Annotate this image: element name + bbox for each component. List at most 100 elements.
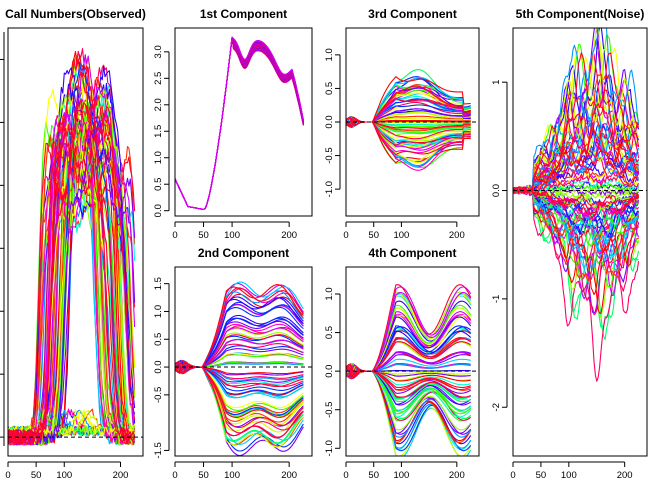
series-line xyxy=(513,187,640,296)
series-line xyxy=(175,36,304,210)
series-line xyxy=(175,36,304,210)
series-line xyxy=(175,36,304,210)
x-tick-label: 100 xyxy=(224,470,240,480)
x-tick-label: 50 xyxy=(368,230,379,241)
x-tick-label: 0 xyxy=(172,230,177,241)
panel-call-numbers-observed: Call Numbers(Observed) 0 50 100 200 xyxy=(0,7,146,480)
series-line xyxy=(175,36,304,210)
series-line xyxy=(513,188,639,228)
panel-3rd-component: 3rd Component 0 50 100 200 -1.0 -0.5 0.0 0.5 1.0 xyxy=(324,7,480,241)
series-line xyxy=(175,36,304,210)
x-tick-label: 100 xyxy=(56,470,72,480)
x-tick-label: 0 xyxy=(510,470,515,480)
x-tick-label: 200 xyxy=(617,470,633,480)
x-axis: 0 50 100 200 xyxy=(172,221,297,241)
x-axis: 0 50 100 200 xyxy=(5,461,128,480)
series-line xyxy=(175,36,304,210)
series-line xyxy=(175,290,304,374)
series-line xyxy=(175,36,304,210)
y-tick-label: 0.5 xyxy=(153,333,164,346)
plot-frame xyxy=(345,27,480,217)
y-tick-label: 1.5 xyxy=(153,125,164,138)
y-tick-label: -1.0 xyxy=(324,181,335,197)
x-tick-label: 100 xyxy=(561,470,577,480)
y-tick-label: 0.5 xyxy=(153,178,164,191)
y-tick-label: 2.0 xyxy=(153,98,164,111)
series-line xyxy=(175,36,304,210)
x-tick-label: 100 xyxy=(393,470,409,480)
series-line xyxy=(513,188,640,208)
y-tick-label: 1.0 xyxy=(324,48,335,61)
series-line xyxy=(513,132,639,194)
x-tick-label: 100 xyxy=(224,230,240,241)
y-tick-label: -0.5 xyxy=(324,147,335,163)
y-tick-label: -0.5 xyxy=(324,402,335,418)
series-line xyxy=(513,188,639,282)
series-line xyxy=(175,36,304,210)
y-axis xyxy=(0,32,5,446)
y-tick-label: -1.0 xyxy=(324,440,335,456)
series-line xyxy=(175,36,304,210)
series-line xyxy=(346,363,471,399)
series-line xyxy=(175,36,304,210)
y-tick-label: 0.0 xyxy=(491,184,502,197)
series-line xyxy=(175,36,304,210)
series-line xyxy=(346,364,471,398)
y-tick-label: 2.5 xyxy=(153,72,164,85)
series-line xyxy=(175,36,304,210)
series-line xyxy=(175,36,304,210)
panel-title: Call Numbers(Observed) xyxy=(5,7,146,21)
x-tick-label: 50 xyxy=(368,470,379,480)
series-group xyxy=(175,281,304,456)
x-tick-label: 0 xyxy=(172,470,177,480)
y-axis: 0.0 0.5 1.0 1.5 2.0 2.5 3.0 xyxy=(153,45,170,217)
series-group xyxy=(8,48,136,446)
series-line xyxy=(175,36,304,210)
y-tick-label: 1.0 xyxy=(324,287,335,300)
series-line xyxy=(175,348,304,374)
y-tick-label: 1.0 xyxy=(153,305,164,318)
y-tick-label: 0.0 xyxy=(324,115,335,128)
series-line xyxy=(175,36,304,210)
series-line xyxy=(346,329,472,375)
series-line xyxy=(8,410,136,436)
series-line xyxy=(175,36,304,210)
series-group xyxy=(513,28,640,382)
series-line xyxy=(346,367,471,380)
series-line xyxy=(8,64,136,445)
y-tick-label: -1 xyxy=(491,295,502,303)
panel-4th-component: 4th Component 0 50 100 200 -1.0 -0.5 0.0 0.5 1.0 xyxy=(324,246,480,480)
y-tick-label: -0.5 xyxy=(153,387,164,403)
x-axis: 0 50 100 200 xyxy=(343,461,465,480)
plot-frame xyxy=(7,27,144,457)
plot-frame xyxy=(174,27,313,217)
series-line xyxy=(175,36,304,210)
x-tick-label: 0 xyxy=(5,470,10,480)
x-axis: 0 50 100 200 xyxy=(343,221,465,241)
series-line xyxy=(346,365,472,444)
panel-title: 1st Component xyxy=(200,7,287,21)
series-line xyxy=(175,281,304,372)
y-tick-label: 0.5 xyxy=(324,326,335,339)
series-line xyxy=(175,36,304,210)
series-line xyxy=(175,36,304,210)
plot-frame xyxy=(512,27,648,457)
x-tick-label: 0 xyxy=(343,470,348,480)
series-line xyxy=(175,36,304,210)
y-tick-label: 1 xyxy=(491,80,502,85)
series-line xyxy=(175,36,304,210)
y-tick-label: -2 xyxy=(491,403,502,411)
series-line xyxy=(175,36,304,210)
x-axis: 0 50 100 200 xyxy=(510,461,633,480)
x-tick-label: 200 xyxy=(449,470,465,480)
y-tick-label: 0.5 xyxy=(324,82,335,95)
series-group xyxy=(175,36,304,210)
panel-2nd-component: 2nd Component 0 50 100 200 -1.5 -0.5 0.0 0.5 1.0 1… xyxy=(153,246,313,480)
y-axis: -1.0 -0.5 0.0 0.5 1.0 xyxy=(324,48,341,197)
plot-frame xyxy=(345,266,480,457)
series-line xyxy=(513,52,640,193)
x-tick-label: 200 xyxy=(281,470,297,480)
series-line xyxy=(175,36,304,210)
y-axis: -1.0 -0.5 0.0 0.5 1.0 xyxy=(324,287,341,456)
